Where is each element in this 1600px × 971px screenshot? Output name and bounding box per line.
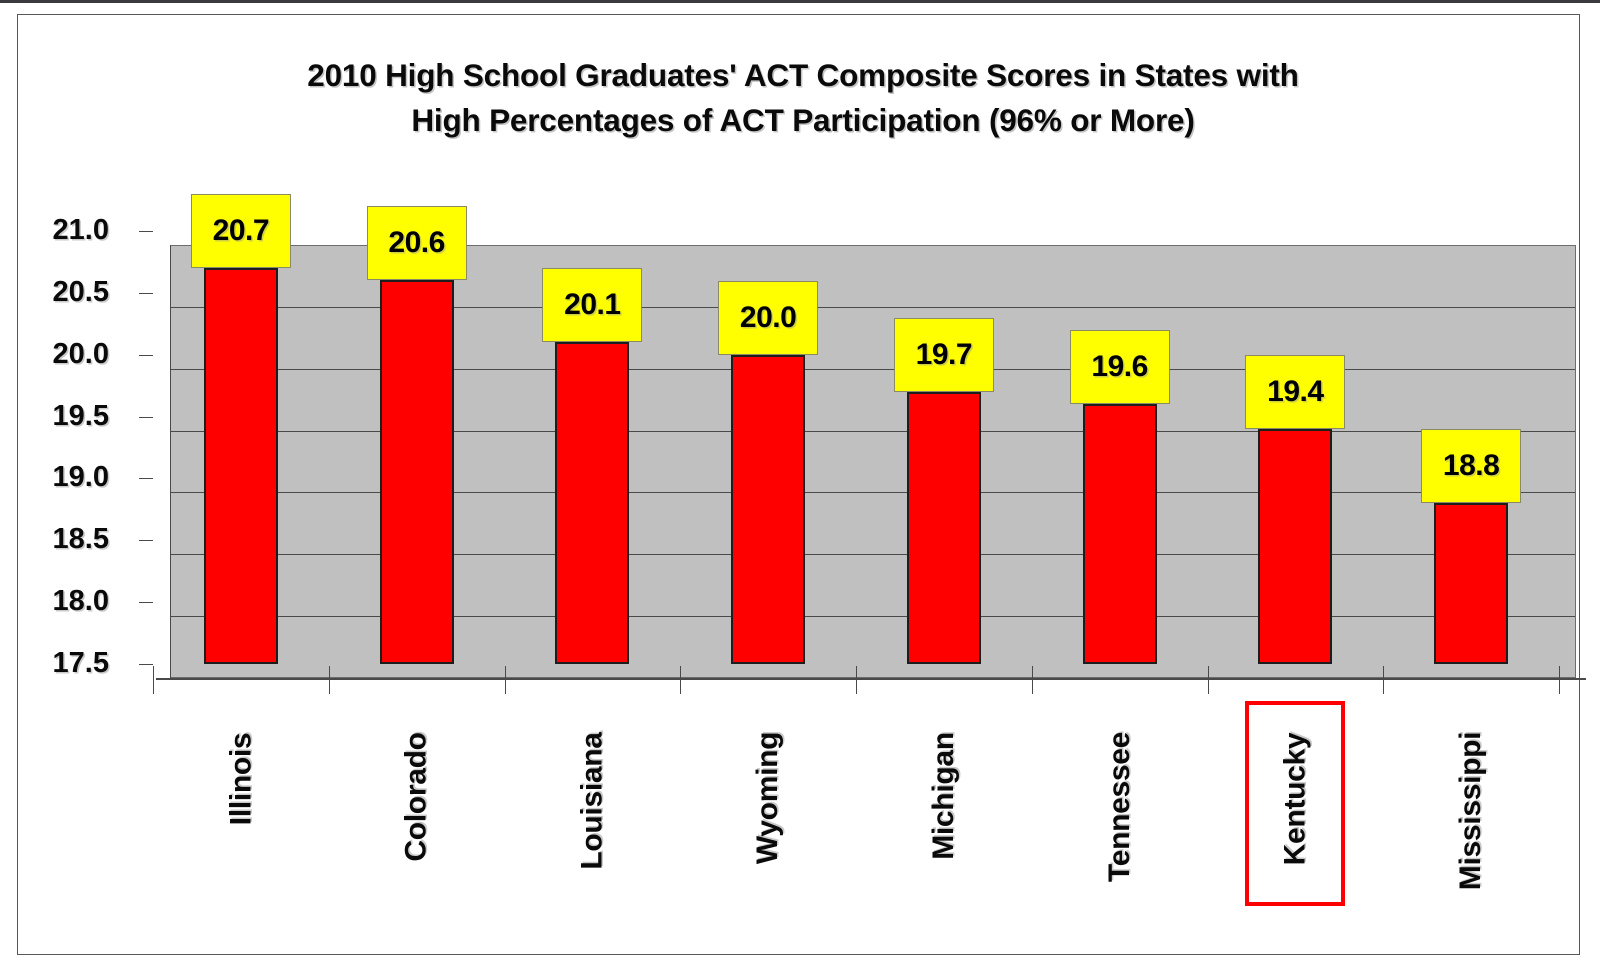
- bar-value-label: 19.4: [1245, 354, 1346, 429]
- y-axis-tick-mark: [139, 478, 153, 480]
- x-axis-tick-mark: [1559, 666, 1560, 694]
- y-axis-tick-mark: [139, 664, 153, 665]
- bar[interactable]: [1434, 503, 1509, 664]
- x-axis-tick-mark: [153, 666, 154, 694]
- x-axis-category-colorado: Colorado: [329, 715, 505, 925]
- x-axis-category-label: Mississippi: [1454, 731, 1488, 891]
- bar[interactable]: [555, 342, 630, 664]
- x-axis-tick-mark: [328, 666, 330, 694]
- gridline: [171, 554, 1575, 556]
- bar[interactable]: [906, 391, 981, 664]
- bar[interactable]: [1082, 404, 1157, 664]
- gridline: [171, 368, 1575, 370]
- bar-value-label: 19.7: [893, 317, 994, 392]
- y-axis-tick-label: 20.5: [52, 275, 109, 308]
- x-axis-category-label: Illinois: [223, 732, 257, 825]
- x-axis-line: [156, 678, 1586, 680]
- y-axis-tick-label: 20.0: [52, 337, 109, 370]
- x-axis-category-louisiana: Louisiana: [505, 715, 681, 925]
- bar-value-label: 20.1: [542, 268, 643, 343]
- bar[interactable]: [379, 280, 454, 664]
- x-axis-tick-mark: [856, 666, 857, 694]
- bar-value-label: 18.8: [1421, 429, 1522, 504]
- x-axis-category-illinois: Illinois: [153, 715, 329, 925]
- x-axis-category-label: Tennessee: [1102, 731, 1136, 883]
- x-axis-category-label: Louisiana: [575, 731, 609, 870]
- gridline: [171, 306, 1575, 308]
- x-axis-tick-mark: [1383, 666, 1385, 694]
- chart-title: 2010 High School Graduates' ACT Composit…: [307, 57, 1299, 138]
- y-axis-tick-label: 21.0: [52, 214, 109, 246]
- top-rule: [0, 0, 1600, 3]
- x-axis-category-wyoming: Wyoming: [680, 715, 856, 925]
- y-axis-line: [170, 245, 171, 679]
- bar-value-label: 19.6: [1069, 330, 1170, 405]
- y-axis-tick-label: 18.5: [52, 523, 109, 556]
- y-axis-tick-mark: [139, 231, 153, 232]
- y-axis-tick-label: 17.5: [52, 647, 109, 679]
- bar[interactable]: [203, 268, 278, 664]
- y-axis-tick-mark: [139, 540, 153, 542]
- x-axis-tick-mark: [504, 666, 506, 694]
- bar-value-label: 20.0: [718, 280, 819, 355]
- y-axis-tick-mark: [139, 292, 153, 294]
- x-axis-tick-mark: [1031, 666, 1033, 694]
- x-axis-tick-mark: [680, 666, 682, 694]
- bar-value-label: 20.6: [366, 206, 467, 281]
- bar[interactable]: [731, 354, 806, 664]
- y-axis-tick-mark: [139, 354, 153, 356]
- y-axis-tick-label: 19.5: [52, 399, 109, 432]
- gridline: [171, 430, 1575, 432]
- y-axis-tick-mark: [139, 602, 153, 604]
- y-axis-tick-mark: [139, 416, 153, 418]
- gridline: [171, 492, 1575, 494]
- gridline: [171, 616, 1575, 618]
- y-axis-tick-label: 18.0: [52, 585, 109, 618]
- bar[interactable]: [1258, 428, 1333, 664]
- x-axis-category-michigan: Michigan: [856, 715, 1032, 925]
- x-axis-category-tennessee: Tennessee: [1032, 715, 1208, 925]
- x-axis-category-label: Michigan: [926, 732, 960, 860]
- x-axis-category-label: Colorado: [399, 731, 433, 862]
- x-axis-tick-mark: [1207, 666, 1209, 694]
- chart-frame: 2010 High School Graduates' ACT Composit…: [17, 14, 1586, 955]
- kentucky-highlight-box: [1245, 701, 1346, 906]
- x-axis-category-mississippi: Mississippi: [1383, 715, 1559, 925]
- y-axis-tick-label: 19.0: [52, 461, 109, 494]
- x-axis-category-label: Wyoming: [751, 731, 785, 865]
- bar-value-label: 20.7: [190, 194, 291, 269]
